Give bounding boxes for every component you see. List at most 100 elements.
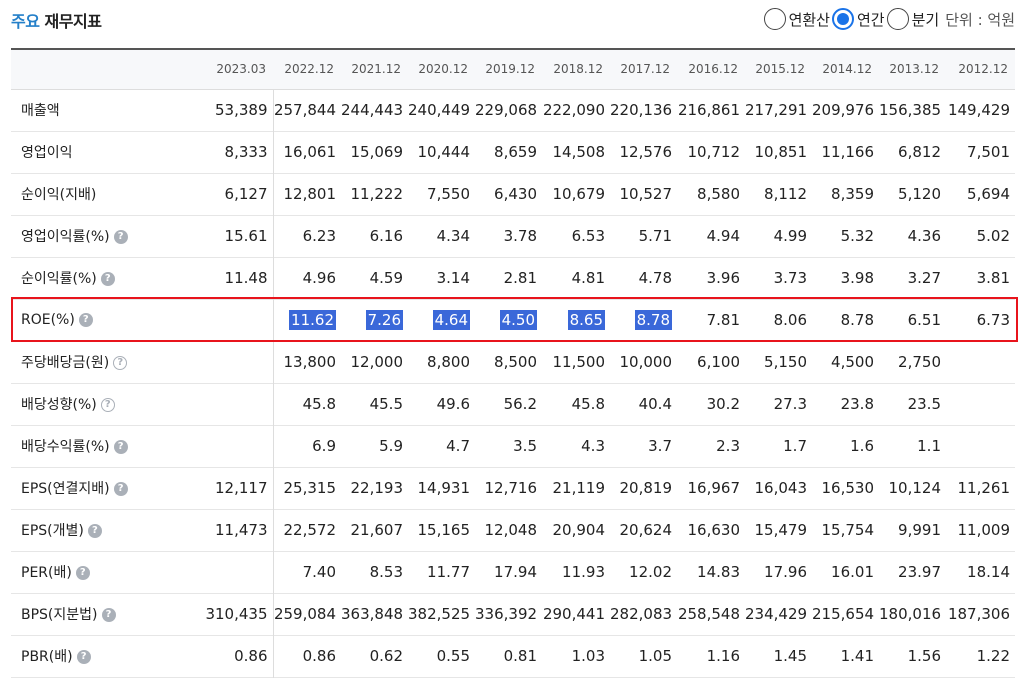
value-cell: 6,100 xyxy=(677,341,745,383)
value-cell: 14,508 xyxy=(542,131,610,173)
cell-value: 10,000 xyxy=(619,353,673,371)
value-cell: 3.5 xyxy=(475,425,542,467)
value-cell: 8.65 xyxy=(542,299,610,341)
row-label-cell: BPS(지분법)? xyxy=(11,593,203,635)
help-icon[interactable]: ? xyxy=(75,566,90,580)
value-cell: 22,193 xyxy=(341,467,408,509)
cell-value: 12.02 xyxy=(629,563,672,581)
value-cell: 4.78 xyxy=(610,257,677,299)
cell-value: 8.06 xyxy=(773,311,807,329)
cell-value: 11,009 xyxy=(957,521,1011,539)
cell-value: 382,525 xyxy=(408,605,471,623)
cell-value: 8.53 xyxy=(369,563,403,581)
row-label-cell: ROE(%)? xyxy=(11,299,203,341)
radio-checked-icon[interactable] xyxy=(831,8,854,30)
cell-value: 53,389 xyxy=(215,101,268,119)
value-cell: 4.59 xyxy=(341,257,408,299)
cell-value: 12,000 xyxy=(350,353,404,371)
cell-value: 4.34 xyxy=(436,227,470,245)
value-cell: 1.56 xyxy=(879,635,946,677)
value-cell: 217,291 xyxy=(745,89,812,131)
cell-value: 49.6 xyxy=(436,395,470,413)
value-cell: 13,800 xyxy=(273,341,341,383)
help-icon[interactable]: ? xyxy=(100,272,115,286)
value-cell: 0.81 xyxy=(475,635,542,677)
value-cell: 11.48 xyxy=(203,257,274,299)
value-cell: 1.05 xyxy=(610,635,677,677)
row-label: 매출액 xyxy=(21,103,60,119)
cell-value: 10,527 xyxy=(619,185,673,203)
help-icon[interactable]: ? xyxy=(113,230,128,244)
cell-value: 11,500 xyxy=(552,353,606,371)
radio-icon[interactable] xyxy=(763,8,786,30)
cell-value: 4.81 xyxy=(571,269,605,287)
cell-value: 12,576 xyxy=(619,143,673,161)
value-cell: 0.62 xyxy=(341,635,408,677)
cell-value: 1.45 xyxy=(773,647,807,665)
help-icon[interactable]: ? xyxy=(113,440,128,454)
cell-value: 21,607 xyxy=(350,521,404,539)
help-icon[interactable]: ? xyxy=(113,356,128,370)
value-cell: 12,117 xyxy=(203,467,274,509)
value-cell: 11.77 xyxy=(408,551,475,593)
row-label-cell: 주당배당금(원)? xyxy=(11,341,203,383)
cell-value: 5,694 xyxy=(967,185,1010,203)
cell-value: 16,043 xyxy=(754,479,808,497)
value-cell: 11,009 xyxy=(946,509,1015,551)
cell-value: 229,068 xyxy=(475,101,538,119)
cell-value: 1.22 xyxy=(976,647,1010,665)
value-cell: 22,572 xyxy=(273,509,341,551)
cell-value: 20,624 xyxy=(619,521,673,539)
radio-annual[interactable]: 연간 xyxy=(831,8,885,30)
value-cell: 11,166 xyxy=(812,131,879,173)
value-cell: 4.36 xyxy=(879,215,946,257)
cell-value: 5.32 xyxy=(840,227,874,245)
cell-value: 1.41 xyxy=(840,647,874,665)
cell-value: 16,530 xyxy=(821,479,875,497)
table-row: PER(배)? 7.40 8.53 11.77 17.94 11.93 12.02 14.83… xyxy=(11,551,1015,593)
radio-label: 연환산 xyxy=(788,10,830,29)
help-icon[interactable]: ? xyxy=(87,524,102,538)
cell-value: 8,333 xyxy=(224,143,268,161)
help-icon[interactable]: ? xyxy=(101,608,116,622)
help-icon[interactable]: ? xyxy=(100,398,115,412)
value-cell: 16,530 xyxy=(812,467,879,509)
cell-value: 1.6 xyxy=(850,437,874,455)
value-cell: 234,429 xyxy=(745,593,812,635)
cell-value: 6.16 xyxy=(369,227,403,245)
value-cell: 382,525 xyxy=(408,593,475,635)
value-cell: 21,119 xyxy=(542,467,610,509)
cell-value: 17.96 xyxy=(764,563,807,581)
help-icon[interactable]: ? xyxy=(113,482,128,496)
row-label: 영업이익률(%) xyxy=(21,229,110,245)
row-label: 배당성향(%) xyxy=(21,397,97,413)
cell-value: 6.23 xyxy=(302,227,336,245)
value-cell: 6.9 xyxy=(273,425,341,467)
cell-value: 11.48 xyxy=(224,269,268,287)
cell-value: 217,291 xyxy=(745,101,808,119)
value-cell: 11.93 xyxy=(542,551,610,593)
cell-value: 4.7 xyxy=(446,437,470,455)
cell-value: 10,124 xyxy=(888,479,942,497)
value-cell: 15,479 xyxy=(745,509,812,551)
radio-icon[interactable] xyxy=(886,8,909,30)
cell-value: 209,976 xyxy=(812,101,875,119)
help-icon[interactable]: ? xyxy=(76,650,91,664)
value-cell: 257,844 xyxy=(273,89,341,131)
cell-value: 10,712 xyxy=(687,143,741,161)
value-cell: 14,931 xyxy=(408,467,475,509)
value-cell: 10,851 xyxy=(745,131,812,173)
value-cell: 10,124 xyxy=(879,467,946,509)
value-cell: 0.86 xyxy=(203,635,274,677)
value-cell: 18.14 xyxy=(946,551,1015,593)
cell-value: 216,861 xyxy=(677,101,740,119)
cell-value: 6,127 xyxy=(224,185,268,203)
cell-value: 5.02 xyxy=(976,227,1010,245)
radio-quarterly[interactable]: 분기 xyxy=(886,8,939,30)
help-icon[interactable]: ? xyxy=(78,313,93,327)
row-label: ROE(%) xyxy=(21,312,75,328)
value-cell: 3.73 xyxy=(745,257,812,299)
value-cell: 222,090 xyxy=(542,89,610,131)
value-cell: 21,607 xyxy=(341,509,408,551)
radio-annualized[interactable]: 연환산 xyxy=(763,8,830,30)
